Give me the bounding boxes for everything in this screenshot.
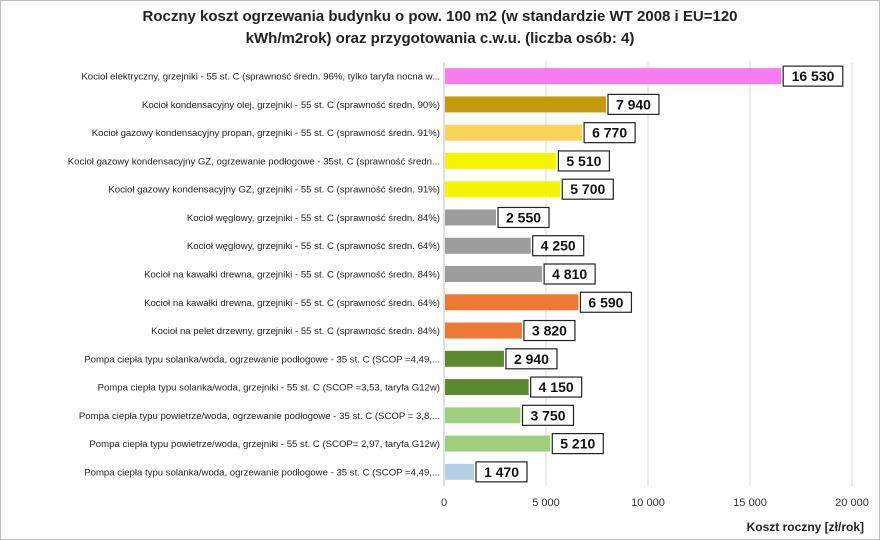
category-label: Pompa ciepła typu solanka/woda, grzejnik… <box>98 383 440 394</box>
x-tick-label: 0 <box>441 497 447 509</box>
data-label-box <box>497 206 550 229</box>
data-label: 16 530 <box>792 68 835 84</box>
data-label: 2 940 <box>514 351 549 367</box>
data-label: 5 700 <box>570 181 605 197</box>
x-tick-label: 5 000 <box>532 497 560 509</box>
category-label: Kocioł gazowy kondensacyjny propan, grze… <box>92 128 440 139</box>
category-label: Kocioł na pelet drzewny, grzejniki - 55 … <box>151 326 440 337</box>
bar <box>445 379 529 396</box>
x-tick-label: 10 000 <box>631 497 665 509</box>
category-label: Kocioł węglowy, grzejniki - 55 st. C (sp… <box>187 241 440 252</box>
data-label: 7 940 <box>616 96 651 112</box>
category-label: Kocioł kondensacyjny olej, grzejniki - 5… <box>142 100 440 111</box>
category-label: Kocioł gazowy kondensacyjny GZ, ogrzewan… <box>68 156 440 167</box>
bar <box>445 322 522 339</box>
category-label: Pompa ciepła typu powietrze/woda, ogrzew… <box>79 411 440 422</box>
data-label: 6 590 <box>588 294 623 310</box>
bar <box>445 294 579 311</box>
data-label-box <box>521 404 575 426</box>
data-label-box <box>505 348 558 370</box>
bar <box>445 96 606 113</box>
data-label: 5 210 <box>560 436 595 452</box>
data-label-box <box>543 263 596 285</box>
data-label-box <box>475 461 528 483</box>
chart-title: Roczny koszt ogrzewania budynku o pow. 1… <box>142 8 738 47</box>
data-label-box <box>532 235 585 257</box>
data-label-box <box>523 319 576 342</box>
bar <box>445 435 551 452</box>
category-label: Kocioł elektryczny, grzejniki - 55 st. C… <box>81 72 440 83</box>
x-tick-label: 15 000 <box>733 497 767 509</box>
bar <box>445 124 583 141</box>
data-label: 4 810 <box>552 266 587 282</box>
bar <box>445 350 504 367</box>
data-label-box <box>583 122 636 144</box>
category-label: Kocioł węglowy, grzejniki - 55 st. C (sp… <box>187 213 440 224</box>
bar <box>445 237 531 254</box>
data-label: 1 470 <box>484 464 519 480</box>
x-tick-label: 20 000 <box>835 497 869 509</box>
bar <box>445 181 561 198</box>
category-label: Pompa ciepła typu solanka/woda, ogrzewan… <box>84 354 440 365</box>
bar <box>445 266 543 282</box>
data-label: 3 820 <box>532 323 567 339</box>
data-label: 6 770 <box>592 125 627 141</box>
data-label: 4 250 <box>541 238 576 254</box>
data-label-box <box>561 178 614 200</box>
data-label-box <box>557 150 611 172</box>
data-label: 2 550 <box>506 209 541 225</box>
bar <box>445 463 474 480</box>
data-label-box <box>530 376 583 398</box>
x-axis-title: Koszt roczny [zł/rok] <box>746 520 864 534</box>
bar <box>445 68 782 85</box>
data-label: 5 510 <box>566 153 601 169</box>
data-label-box <box>551 433 604 455</box>
category-label: Kocioł gazowy kondensacyjny GZ, grzejnik… <box>108 185 440 196</box>
category-label: Kocioł na kawałki drewna, grzejniki - 55… <box>144 270 440 281</box>
category-label: Kocioł na kawałki drewna, grzejniki - 55… <box>144 298 440 309</box>
bar <box>445 407 521 424</box>
category-label: Pompa ciepła typu powietrze/woda, grzejn… <box>89 439 440 450</box>
data-label-box <box>579 291 633 313</box>
bar <box>445 209 497 226</box>
data-label: 4 150 <box>539 379 574 395</box>
category-label: Pompa ciepła typu solanka/woda, ogrzewan… <box>84 467 440 478</box>
data-label-box <box>607 93 660 116</box>
data-label-box <box>782 65 844 87</box>
data-label: 3 750 <box>530 407 565 423</box>
bar <box>445 152 557 169</box>
